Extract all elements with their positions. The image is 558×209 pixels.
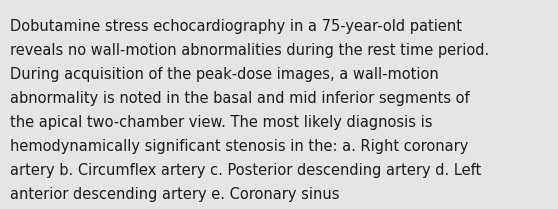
Text: the apical two-chamber view. The most likely diagnosis is: the apical two-chamber view. The most li… [10, 115, 432, 130]
Text: anterior descending artery e. Coronary sinus: anterior descending artery e. Coronary s… [10, 187, 340, 202]
Text: reveals no wall-motion abnormalities during the rest time period.: reveals no wall-motion abnormalities dur… [10, 43, 489, 58]
Text: abnormality is noted in the basal and mid inferior segments of: abnormality is noted in the basal and mi… [10, 91, 470, 106]
Text: artery b. Circumflex artery c. Posterior descending artery d. Left: artery b. Circumflex artery c. Posterior… [10, 163, 482, 178]
Text: Dobutamine stress echocardiography in a 75-year-old patient: Dobutamine stress echocardiography in a … [10, 19, 462, 34]
Text: hemodynamically significant stenosis in the: a. Right coronary: hemodynamically significant stenosis in … [10, 139, 468, 154]
Text: During acquisition of the peak-dose images, a wall-motion: During acquisition of the peak-dose imag… [10, 67, 439, 82]
